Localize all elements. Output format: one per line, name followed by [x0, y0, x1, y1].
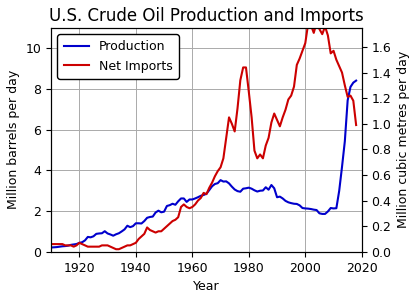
- Line: Net Imports: Net Imports: [51, 22, 356, 249]
- Net Imports: [49, 242, 54, 246]
- Net Imports: [314, 21, 319, 24]
- Net Imports: [252, 149, 257, 152]
- Net Imports: [113, 248, 118, 251]
- Production: [215, 182, 220, 185]
- Net Imports: [153, 231, 158, 234]
- Production: [71, 243, 76, 246]
- Y-axis label: Million cubic metres per day: Million cubic metres per day: [397, 51, 410, 229]
- Production: [49, 246, 54, 249]
- Title: U.S. Crude Oil Production and Imports: U.S. Crude Oil Production and Imports: [49, 7, 364, 25]
- Net Imports: [215, 169, 220, 173]
- Legend: Production, Net Imports: Production, Net Imports: [58, 34, 178, 79]
- Production: [354, 79, 359, 83]
- Net Imports: [218, 166, 223, 169]
- Net Imports: [354, 123, 359, 127]
- Y-axis label: Million barrels per day: Million barrels per day: [7, 70, 20, 209]
- Production: [249, 187, 254, 190]
- Production: [150, 215, 155, 218]
- Net Imports: [136, 237, 141, 241]
- Production: [133, 221, 138, 225]
- Line: Production: Production: [51, 81, 356, 248]
- Net Imports: [71, 245, 76, 248]
- X-axis label: Year: Year: [193, 280, 220, 293]
- Production: [212, 182, 217, 186]
